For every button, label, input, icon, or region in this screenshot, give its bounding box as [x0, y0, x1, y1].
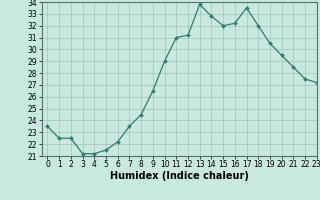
X-axis label: Humidex (Indice chaleur): Humidex (Indice chaleur) — [110, 171, 249, 181]
